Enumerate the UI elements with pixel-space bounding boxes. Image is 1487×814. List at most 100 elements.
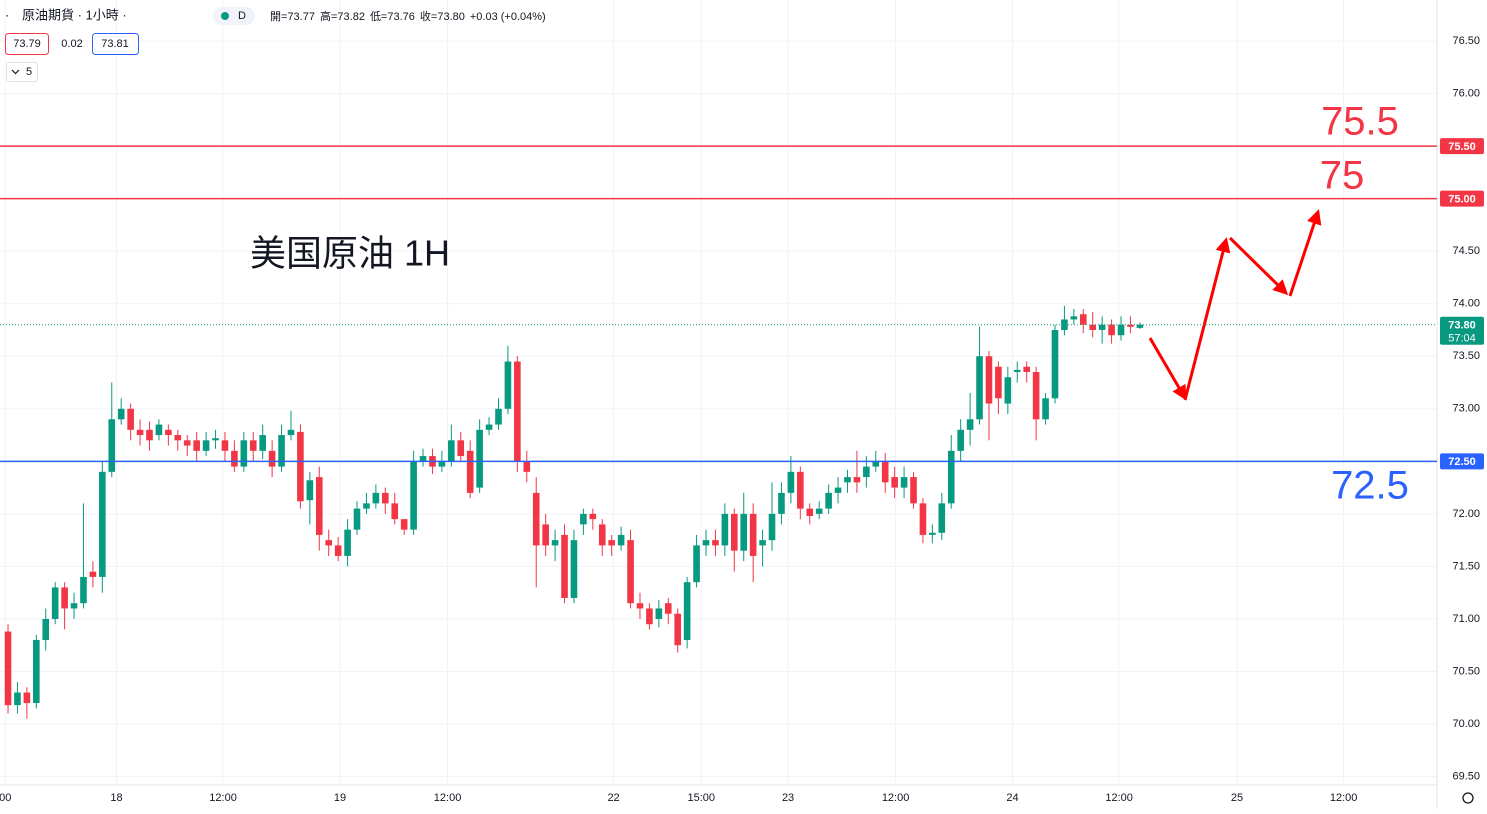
candle-body: [1079, 314, 1087, 325]
candle-body: [636, 603, 644, 609]
level-badge: [1440, 190, 1484, 207]
level-annotation: 75.5: [1321, 100, 1399, 144]
x-tick-label: 24: [1006, 792, 1018, 804]
y-tick-label: 70.00: [1452, 718, 1480, 730]
legend-label: 低=: [370, 10, 387, 23]
candle-body: [1127, 324, 1134, 327]
legend-label: 收=: [420, 9, 437, 23]
chevron: [11, 69, 20, 75]
candle-body: [900, 477, 908, 488]
candle-body: [419, 456, 427, 462]
candle-body: [759, 540, 766, 546]
candle-body: [240, 440, 248, 467]
candle-body: [995, 366, 1002, 399]
candle-body: [136, 429, 144, 436]
ohlc-legend: 開= 73.77 高= 73.82 低= 73.76 收= 73.80 +0.03 (+0.04…: [270, 9, 546, 23]
candle-body: [99, 471, 106, 577]
y-tick-label: 70.50: [1452, 665, 1480, 677]
candle-body: [919, 503, 927, 535]
arrow: [1228, 236, 1289, 296]
candle-body: [212, 438, 219, 441]
candle-body: [1089, 324, 1097, 330]
candle-body: [4, 631, 12, 706]
candle-body: [448, 440, 455, 462]
legend-value: 73.82: [337, 11, 365, 23]
x-tick-label: 19: [334, 792, 346, 804]
bid-box[interactable]: [5, 33, 49, 55]
y-tick-label: 73.50: [1452, 350, 1480, 362]
candle-body: [372, 492, 380, 504]
candle-body: [712, 540, 719, 546]
plot-area: [4, 305, 1144, 719]
candle-body: [193, 440, 200, 451]
candle-body: [344, 529, 351, 556]
arrow: [1183, 237, 1231, 401]
candle-body: [872, 461, 880, 467]
candle-body: [863, 466, 870, 478]
candle-body: [504, 361, 512, 409]
level-label: 72.50: [1448, 456, 1476, 468]
x-tick-label: 12:00: [1330, 792, 1358, 804]
ask-box[interactable]: [92, 33, 139, 55]
candle-body: [231, 450, 238, 467]
y-tick-label: 74.50: [1452, 245, 1480, 257]
arrow: [1148, 337, 1187, 401]
candle-body: [306, 480, 314, 501]
candle-body: [334, 545, 342, 556]
candle-body: [1004, 377, 1012, 404]
level-badge: [1440, 453, 1484, 470]
x-tick-label: 23: [782, 792, 794, 804]
candle-body: [183, 440, 191, 446]
candle-body: [929, 532, 936, 535]
candle-body: [485, 424, 493, 430]
candle-body: [542, 524, 549, 546]
status-pill[interactable]: [213, 7, 255, 25]
candle-body: [891, 477, 898, 488]
legend-value: 73.77: [287, 11, 315, 23]
candle-body: [249, 440, 257, 451]
interval-badge: D: [238, 10, 246, 22]
candle-body: [1136, 324, 1144, 328]
candle-body: [14, 692, 21, 706]
candle-body: [655, 608, 663, 619]
x-tick-label: 22: [607, 792, 619, 804]
candle-body: [400, 519, 408, 530]
status-dot: [221, 12, 229, 20]
candle-body: [287, 429, 295, 436]
indicator-toggle[interactable]: [6, 62, 38, 82]
candle-body: [674, 613, 682, 646]
candle-body: [438, 461, 446, 467]
candle-body: [61, 587, 68, 609]
candle-body: [797, 471, 804, 509]
candle-body: [702, 540, 710, 546]
candle-body: [51, 587, 59, 619]
candle-body: [561, 534, 568, 598]
candle-body: [551, 540, 559, 546]
candle-body: [664, 603, 672, 614]
candle-body: [1070, 316, 1078, 320]
x-tick-label: 12:00: [209, 792, 237, 804]
candle-body: [1108, 324, 1115, 336]
y-tick-label: 74.00: [1452, 298, 1480, 310]
level-badge: [1440, 138, 1484, 155]
candle-body: [646, 608, 653, 625]
x-tick-label: 00: [0, 792, 11, 804]
legend-label: 開=: [270, 10, 287, 23]
candle-body: [80, 576, 87, 604]
y-tick-label: 71.50: [1452, 560, 1480, 572]
candle-body: [1032, 372, 1040, 420]
level-label: 75.50: [1448, 141, 1476, 153]
candle-body: [457, 440, 465, 457]
candle-body: [947, 450, 955, 504]
candle-body: [589, 513, 597, 520]
candle-body: [476, 429, 483, 488]
candle-body: [165, 429, 172, 436]
candle-body: [966, 419, 974, 430]
bid: 73.79: [13, 38, 41, 50]
candle-body: [466, 450, 474, 493]
candle-body: [1013, 369, 1021, 373]
y-tick-label: 72.00: [1452, 508, 1480, 520]
settings-icon[interactable]: [1462, 792, 1474, 804]
x-tick-label: 12:00: [882, 792, 910, 804]
candle-body: [740, 513, 748, 551]
